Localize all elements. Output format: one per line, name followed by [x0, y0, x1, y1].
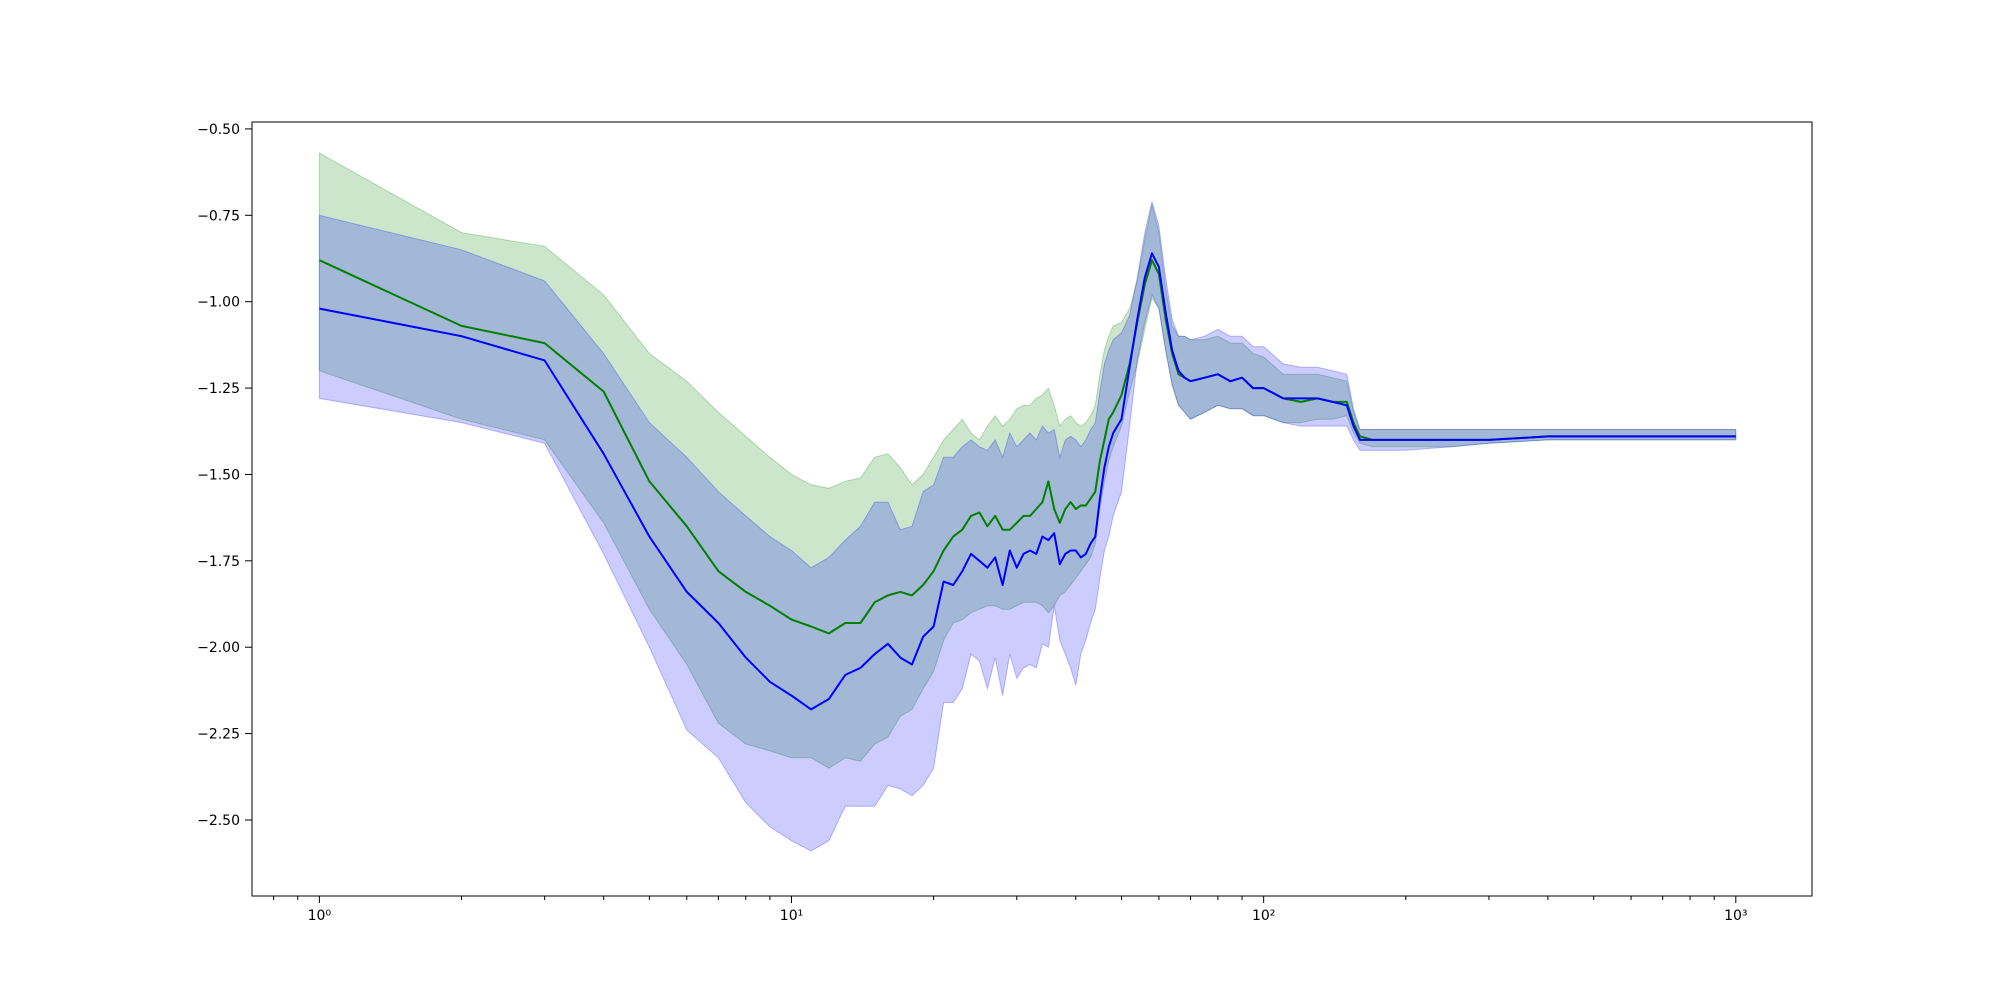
x-tick-label: 10¹: [780, 908, 803, 924]
x-axis: 10⁰ 10¹ 10² 10³: [273, 896, 1748, 924]
y-tick-label: −2.00: [197, 640, 240, 656]
confidence-bands: [318, 152, 1737, 852]
y-tick-label: −1.25: [197, 381, 240, 397]
y-tick-label: −1.75: [197, 554, 240, 570]
y-tick-label: −1.50: [197, 467, 240, 483]
y-axis: −0.50 −0.75 −1.00 −1.25 −1.50 −1.75 −2.00 −2.25…: [197, 122, 252, 829]
y-tick-label: −0.50: [197, 122, 240, 138]
series-1-line: [318, 259, 1736, 635]
y-tick-label: −2.50: [197, 813, 240, 829]
y-tick-label: −0.75: [197, 208, 240, 224]
x-tick-label: 10²: [1252, 908, 1275, 924]
series-2-band: [318, 201, 1737, 852]
x-tick-label: 10³: [1724, 908, 1747, 924]
x-tick-label: 10⁰: [308, 908, 332, 924]
y-tick-label: −2.25: [197, 727, 240, 743]
series-2-line: [319, 252, 1736, 711]
y-tick-label: −1.00: [197, 295, 240, 311]
series-1-band: [318, 152, 1737, 769]
series-lines: [318, 252, 1736, 711]
plot-frame: [251, 121, 1813, 897]
